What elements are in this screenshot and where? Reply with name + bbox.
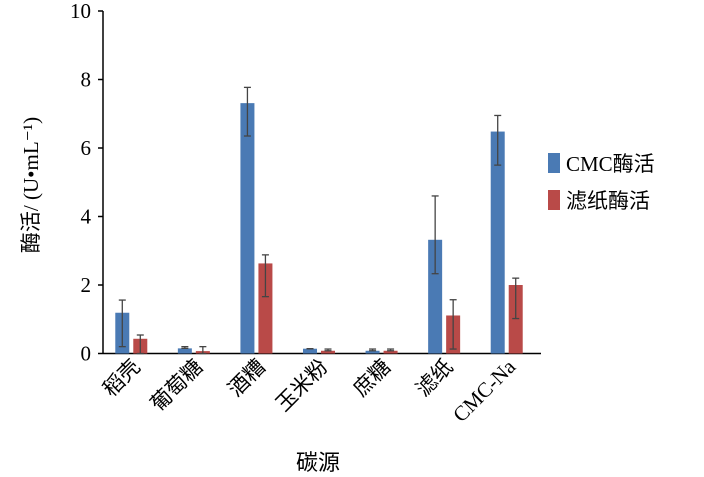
legend-label: CMC酶活 — [566, 152, 655, 176]
bars — [115, 86, 523, 355]
axes: 0 2 4 6 8 10 — [70, 0, 541, 366]
bar-cmc — [303, 348, 317, 354]
x-tick-label: 滤纸 — [411, 355, 458, 402]
x-tick-label: 玉米粉 — [271, 355, 333, 417]
y-tick-label: 0 — [81, 342, 92, 366]
legend-swatch — [548, 190, 560, 210]
bar-cmc — [240, 103, 255, 354]
x-tick-label: 酒糟 — [223, 355, 270, 402]
bar-filter-paper — [383, 350, 398, 354]
bar-filter-paper — [258, 263, 273, 354]
bar-cmc — [177, 348, 192, 354]
y-tick-label: 2 — [81, 273, 92, 297]
y-tick-label: 8 — [81, 68, 92, 92]
x-tick-label: 庶糖 — [348, 355, 395, 402]
bar-cmc — [490, 131, 505, 354]
legend-swatch — [548, 153, 560, 173]
x-axis-title: 碳源 — [296, 450, 340, 475]
bar-filter-paper — [508, 285, 523, 354]
bar-cmc — [365, 350, 380, 354]
bar-filter-paper — [321, 350, 335, 354]
legend-label: 滤纸酶活 — [566, 189, 650, 213]
y-axis-title: 酶活/ (U•mL⁻¹) — [19, 117, 43, 253]
x-tick-label: 稻壳 — [98, 355, 145, 402]
y-tick-label: 6 — [81, 136, 92, 160]
y-tick-label: 10 — [70, 0, 91, 23]
bar-cmc — [428, 239, 443, 354]
x-tick-label: CMC-Na — [448, 354, 521, 427]
y-tick-label: 4 — [81, 205, 92, 229]
x-tick-label: 葡萄糖 — [146, 355, 208, 417]
